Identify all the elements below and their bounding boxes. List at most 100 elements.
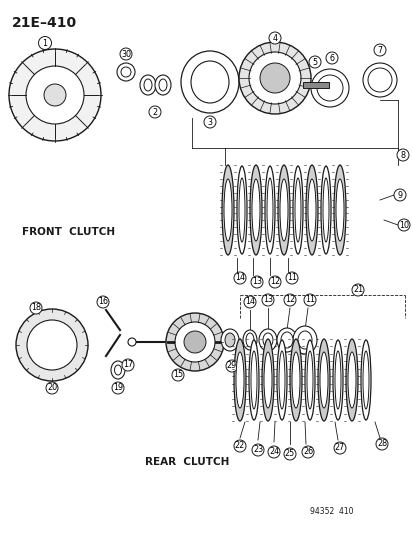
Ellipse shape bbox=[238, 178, 244, 242]
Ellipse shape bbox=[233, 339, 245, 421]
Text: 13: 13 bbox=[262, 295, 272, 304]
Ellipse shape bbox=[263, 352, 271, 408]
Text: 3: 3 bbox=[207, 117, 212, 126]
Ellipse shape bbox=[362, 351, 368, 409]
Ellipse shape bbox=[322, 178, 328, 242]
Text: 4: 4 bbox=[272, 34, 277, 43]
Text: FRONT  CLUTCH: FRONT CLUTCH bbox=[22, 227, 115, 237]
Circle shape bbox=[308, 56, 320, 68]
Ellipse shape bbox=[362, 63, 396, 97]
Ellipse shape bbox=[144, 79, 152, 91]
Text: 21E–410: 21E–410 bbox=[12, 16, 77, 30]
Ellipse shape bbox=[190, 61, 228, 103]
Ellipse shape bbox=[235, 352, 243, 408]
Circle shape bbox=[250, 276, 262, 288]
Ellipse shape bbox=[224, 333, 235, 347]
Text: 18: 18 bbox=[31, 303, 41, 312]
Circle shape bbox=[252, 444, 263, 456]
Ellipse shape bbox=[180, 51, 238, 113]
Circle shape bbox=[233, 440, 245, 452]
Ellipse shape bbox=[316, 75, 342, 101]
Circle shape bbox=[204, 116, 216, 128]
Ellipse shape bbox=[121, 67, 131, 77]
Circle shape bbox=[333, 442, 345, 454]
Circle shape bbox=[325, 52, 337, 64]
Text: 22: 22 bbox=[234, 441, 244, 450]
Text: 30: 30 bbox=[121, 50, 131, 59]
Text: 28: 28 bbox=[376, 440, 386, 448]
Ellipse shape bbox=[306, 351, 312, 409]
Circle shape bbox=[375, 438, 387, 450]
Text: 9: 9 bbox=[396, 190, 401, 199]
Ellipse shape bbox=[140, 75, 156, 95]
Ellipse shape bbox=[317, 339, 329, 421]
Ellipse shape bbox=[294, 178, 300, 242]
Ellipse shape bbox=[242, 330, 256, 350]
Circle shape bbox=[149, 106, 161, 118]
Ellipse shape bbox=[248, 340, 259, 420]
Circle shape bbox=[303, 294, 315, 306]
Circle shape bbox=[373, 44, 385, 56]
Ellipse shape bbox=[345, 339, 357, 421]
Ellipse shape bbox=[276, 328, 296, 352]
Ellipse shape bbox=[280, 332, 292, 348]
Ellipse shape bbox=[221, 329, 238, 351]
Ellipse shape bbox=[360, 340, 370, 420]
Ellipse shape bbox=[291, 352, 299, 408]
Ellipse shape bbox=[111, 361, 125, 379]
Circle shape bbox=[301, 446, 313, 458]
Ellipse shape bbox=[310, 69, 348, 107]
Bar bbox=[302, 82, 328, 88]
Ellipse shape bbox=[292, 326, 316, 354]
Text: 27: 27 bbox=[334, 443, 344, 453]
Circle shape bbox=[38, 36, 51, 50]
Ellipse shape bbox=[223, 179, 231, 241]
Circle shape bbox=[120, 48, 132, 60]
Text: 23: 23 bbox=[252, 446, 262, 455]
Text: 17: 17 bbox=[123, 360, 133, 369]
Ellipse shape bbox=[279, 179, 287, 241]
Ellipse shape bbox=[183, 331, 206, 353]
Ellipse shape bbox=[250, 351, 256, 409]
Ellipse shape bbox=[304, 340, 314, 420]
Text: 20: 20 bbox=[47, 384, 57, 392]
Ellipse shape bbox=[26, 66, 84, 124]
Text: 15: 15 bbox=[173, 370, 183, 379]
Text: 13: 13 bbox=[252, 278, 261, 287]
Ellipse shape bbox=[117, 63, 135, 81]
Circle shape bbox=[122, 359, 134, 371]
Ellipse shape bbox=[276, 340, 286, 420]
Text: 11: 11 bbox=[304, 295, 314, 304]
Ellipse shape bbox=[259, 329, 276, 351]
Text: 14: 14 bbox=[244, 297, 254, 306]
Ellipse shape bbox=[128, 338, 136, 346]
Text: 24: 24 bbox=[268, 448, 278, 456]
Ellipse shape bbox=[252, 179, 259, 241]
Text: 11: 11 bbox=[286, 273, 296, 282]
Circle shape bbox=[261, 294, 273, 306]
Ellipse shape bbox=[44, 84, 66, 106]
Text: 5: 5 bbox=[312, 58, 317, 67]
Ellipse shape bbox=[166, 313, 223, 371]
Ellipse shape bbox=[289, 339, 301, 421]
Circle shape bbox=[351, 284, 363, 296]
Text: 6: 6 bbox=[329, 53, 334, 62]
Text: 29: 29 bbox=[226, 361, 237, 370]
Ellipse shape bbox=[332, 340, 342, 420]
Ellipse shape bbox=[249, 165, 261, 255]
Text: 7: 7 bbox=[377, 45, 382, 54]
Ellipse shape bbox=[245, 333, 254, 347]
Ellipse shape bbox=[333, 165, 345, 255]
Circle shape bbox=[171, 369, 183, 381]
Circle shape bbox=[268, 276, 280, 288]
Circle shape bbox=[97, 296, 109, 308]
Text: 19: 19 bbox=[113, 384, 123, 392]
Circle shape bbox=[30, 302, 42, 314]
Ellipse shape bbox=[9, 49, 101, 141]
Text: 2: 2 bbox=[152, 108, 157, 117]
Text: 8: 8 bbox=[399, 150, 404, 159]
Text: 26: 26 bbox=[302, 448, 312, 456]
Ellipse shape bbox=[114, 365, 121, 375]
Text: 16: 16 bbox=[98, 297, 108, 306]
Text: 10: 10 bbox=[398, 221, 408, 230]
